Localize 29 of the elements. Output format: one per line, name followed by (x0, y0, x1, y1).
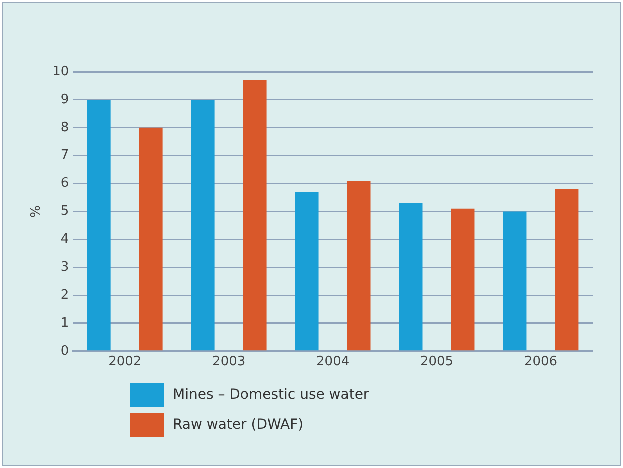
legend-label: Raw water (DWAF) (173, 417, 304, 433)
bar (243, 80, 267, 351)
bar (347, 180, 371, 351)
y-tick-label: 6 (60, 176, 70, 192)
y-tick-label: 5 (60, 204, 70, 220)
bar (555, 189, 579, 351)
y-tick-label: 10 (52, 64, 70, 80)
x-tick-label: 2003 (212, 354, 246, 370)
x-tick-label: 2006 (524, 354, 558, 370)
x-tick-label: 2002 (108, 354, 142, 370)
bar (503, 212, 527, 351)
bar (451, 208, 475, 351)
x-tick-label: 2005 (420, 354, 454, 370)
y-tick-label: 0 (60, 344, 70, 359)
legend-label: Mines – Domestic use water (173, 387, 370, 403)
y-axis-title: % (29, 206, 44, 218)
bar (191, 100, 215, 351)
bar (399, 203, 423, 351)
bar (139, 128, 163, 351)
y-tick-label: 1 (60, 316, 70, 331)
y-tick-label: 8 (60, 120, 70, 136)
y-tick-label: 7 (60, 148, 70, 164)
x-tick-label: 2004 (316, 354, 350, 370)
bar (87, 100, 111, 351)
y-tick-label: 4 (60, 232, 70, 248)
y-tick-label: 9 (60, 92, 70, 108)
y-tick-label: 3 (60, 260, 70, 275)
y-tick-label: 2 (60, 288, 70, 303)
bar (295, 192, 319, 351)
